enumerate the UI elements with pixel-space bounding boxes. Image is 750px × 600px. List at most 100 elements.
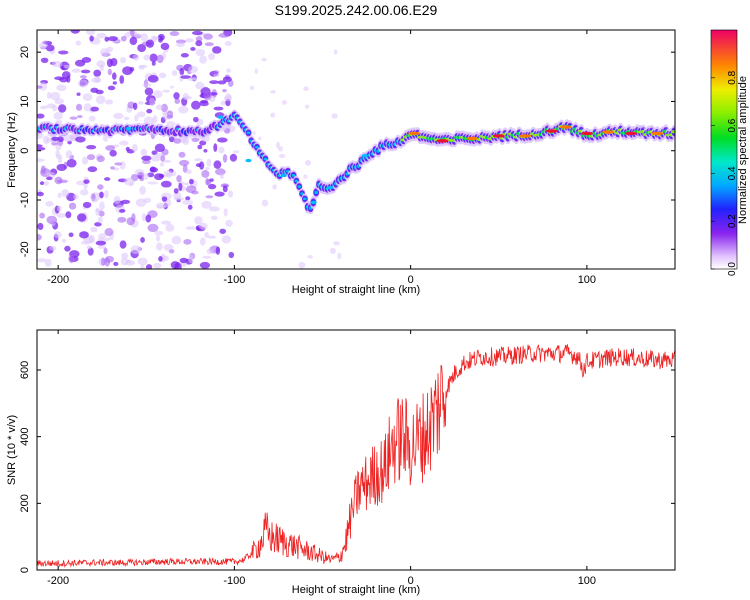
noise-blob xyxy=(61,238,67,243)
noise-blob xyxy=(206,158,212,167)
noise-blob xyxy=(102,134,109,142)
noise-blob xyxy=(213,73,220,78)
noise-blob xyxy=(57,157,63,164)
noise-blob xyxy=(224,95,232,102)
noise-blob xyxy=(221,235,232,244)
noise-blob xyxy=(147,181,159,185)
noise-blob xyxy=(161,220,172,225)
noise-blob xyxy=(149,166,156,173)
noise-blob xyxy=(52,104,58,112)
noise-blob xyxy=(81,57,92,63)
ridge-cell xyxy=(291,173,296,177)
noise-blob xyxy=(162,89,170,93)
noise-blob xyxy=(56,84,67,92)
noise-blob xyxy=(180,75,192,79)
ridge-core xyxy=(671,130,675,134)
noise-blob xyxy=(70,30,81,34)
noise-blob xyxy=(206,248,214,255)
noise-blob xyxy=(105,145,116,151)
ridge-cell xyxy=(314,190,319,195)
noise-blob xyxy=(331,113,338,119)
ridge-cell xyxy=(297,185,302,188)
noise-blob xyxy=(212,46,222,54)
y-tick-label: 20 xyxy=(19,46,31,58)
noise-blob xyxy=(129,36,138,46)
snr-panel: -200 -100 0 100 0 200 400 600 Height of straig… xyxy=(6,329,676,596)
noise-blob xyxy=(40,57,49,63)
noise-blob xyxy=(110,57,118,67)
noise-blob xyxy=(141,213,147,222)
noise-blob xyxy=(95,240,107,246)
noise-blob xyxy=(109,149,117,157)
noise-blob xyxy=(104,255,114,263)
noise-blob xyxy=(119,57,127,64)
noise-blob xyxy=(222,88,227,93)
noise-blob xyxy=(249,85,255,91)
noise-blob xyxy=(337,252,342,260)
colorbar-tick-label: 0.0 xyxy=(727,262,738,276)
noise-blob xyxy=(174,98,180,104)
noise-blob xyxy=(184,182,190,186)
noise-blob xyxy=(121,252,129,260)
noise-blob xyxy=(37,147,46,151)
noise-blob xyxy=(194,216,203,225)
noise-blob xyxy=(229,153,238,162)
noise-blob xyxy=(195,36,203,42)
ridge-hotspot xyxy=(545,129,558,133)
noise-blob xyxy=(178,182,183,192)
noise-blob xyxy=(51,60,63,68)
noise-blob xyxy=(170,261,180,269)
noise-blob xyxy=(303,86,309,91)
noise-blob xyxy=(54,76,65,81)
noise-blob xyxy=(140,148,148,157)
noise-blob xyxy=(213,143,218,152)
noise-blob xyxy=(194,158,203,162)
noise-blob xyxy=(270,89,276,94)
noise-blob xyxy=(187,204,193,210)
noise-blob xyxy=(147,74,159,83)
noise-blob xyxy=(179,67,185,76)
y-tick-label: 10 xyxy=(19,95,31,107)
noise-blob xyxy=(138,65,145,70)
noise-blob xyxy=(112,81,117,85)
noise-blob xyxy=(85,30,96,36)
noise-blob xyxy=(143,54,151,61)
noise-blob xyxy=(122,66,133,76)
noise-blob xyxy=(37,258,47,263)
noise-blob xyxy=(182,92,189,101)
noise-blob xyxy=(105,99,114,105)
noise-blob xyxy=(113,261,119,266)
noise-blob xyxy=(166,114,174,119)
x-tick-label: 100 xyxy=(578,575,596,587)
noise-blob xyxy=(81,156,89,165)
noise-blob xyxy=(131,213,136,222)
noise-blob xyxy=(129,30,135,37)
noise-blob xyxy=(82,93,93,101)
noise-blob xyxy=(333,241,340,246)
noise-blob xyxy=(217,80,227,85)
noise-blob xyxy=(197,144,203,150)
noise-blob xyxy=(95,207,100,217)
noise-blob xyxy=(43,181,50,186)
noise-blob xyxy=(220,100,227,106)
y-tick-label: 0 xyxy=(19,567,31,573)
noise-blob xyxy=(195,81,205,90)
noise-blob xyxy=(97,216,103,224)
noise-blob xyxy=(107,36,118,42)
noise-blob xyxy=(304,104,310,109)
noise-blob xyxy=(125,260,136,266)
noise-blob xyxy=(68,202,77,210)
noise-blob xyxy=(258,136,262,141)
noise-blob xyxy=(90,226,98,233)
noise-blob xyxy=(93,69,102,77)
noise-blob xyxy=(203,91,212,101)
y-tick-label: -20 xyxy=(19,241,31,257)
ridge-hotspot xyxy=(492,134,505,138)
noise-blob xyxy=(119,161,126,170)
noise-blob xyxy=(40,165,46,174)
noise-blob xyxy=(199,161,205,170)
noise-blob xyxy=(119,75,125,84)
noise-blob xyxy=(155,104,164,111)
ridge-hotspot xyxy=(280,173,287,178)
